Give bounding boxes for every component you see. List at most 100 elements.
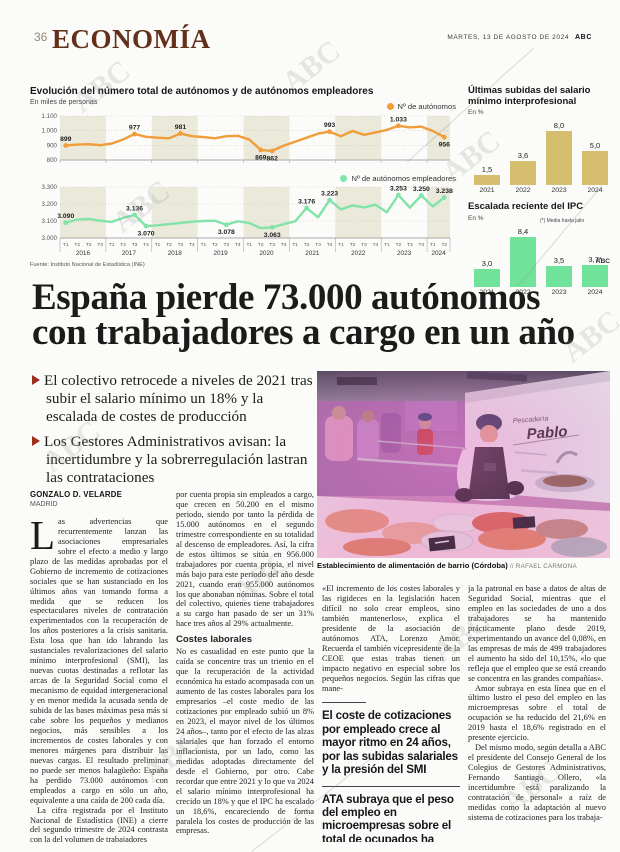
data-point	[269, 148, 275, 154]
data-point	[441, 134, 447, 140]
data-line	[64, 193, 446, 230]
data-point	[327, 197, 332, 203]
data-point	[304, 205, 310, 211]
year-band	[243, 187, 290, 238]
bar-group: 8,4 2022	[510, 227, 536, 296]
quarter-tick-label: T3	[361, 242, 367, 248]
quarter-tick-label: T3	[224, 242, 230, 248]
y-tick-label: 3.100	[42, 218, 58, 225]
brand-logo: ABC	[575, 34, 592, 41]
data-label: 3.223	[321, 191, 338, 198]
quarter-tick-label: T4	[281, 242, 287, 248]
article-paragraph: ja la patronal en base a datos de altas …	[468, 584, 606, 683]
bar-year-label: 2021	[479, 289, 495, 296]
article-paragraph: «El incremento de los costes laborales y…	[322, 584, 460, 693]
data-point	[132, 131, 137, 137]
year-label: 2017	[122, 250, 137, 257]
bar-year-label: 2023	[551, 289, 567, 296]
data-point	[418, 193, 424, 198]
section-title: ECONOMÍA	[52, 24, 211, 54]
quarter-tick-label: T4	[97, 242, 103, 248]
data-label: 993	[324, 122, 336, 129]
bar-year-label: 2022	[515, 187, 531, 194]
chart-empleadores: 3.300 3.200 3.100 3.000 3.090 3.136 3.070 3.078…	[42, 184, 453, 257]
bar-value-label: 8,0	[553, 121, 565, 130]
ipc-chart-title: Escalada reciente del IPC	[468, 201, 584, 212]
chart-source: Fuente: Instituto Nacional de Estadístic…	[30, 262, 145, 268]
bar-value-label: 3,0	[481, 259, 493, 269]
byline-author: GONZALO D. VELARDE	[30, 490, 122, 499]
drop-cap: L	[30, 511, 56, 558]
fish-market-photo: Pescadería Pablo	[317, 371, 610, 558]
data-label: 1.033	[390, 116, 407, 123]
year-band	[335, 187, 382, 238]
quarter-tick-label: T1	[155, 242, 161, 248]
legend-empleadores-label: Nº de autónomos empleadores	[351, 174, 456, 183]
quarter-tick-label: T4	[143, 242, 149, 248]
bar	[582, 151, 608, 185]
bar-value-label: 3,5	[553, 256, 565, 266]
data-label: 956	[439, 142, 451, 149]
quarter-tick-label: T3	[132, 242, 138, 248]
quarter-tick-label: T4	[189, 242, 195, 248]
data-point	[395, 123, 401, 129]
quarter-tick-label: T3	[407, 242, 413, 248]
quarter-tick-label: T1	[384, 242, 390, 248]
legend-autonomos: Nº de autónomos	[386, 102, 457, 111]
headline: España pierde 73.000 autónomos con traba…	[32, 279, 610, 353]
bar-value-label: 3,7*	[588, 254, 602, 264]
bar-value-label: 1,5	[481, 164, 493, 174]
bar-year-label: 2022	[515, 289, 531, 296]
quarter-tick-label: T1	[292, 242, 298, 248]
data-label: 3.253	[390, 185, 407, 192]
year-label: 2018	[168, 250, 183, 257]
photo-caption: Establecimiento de alimentación de barri…	[317, 561, 610, 570]
legend-autonomos-label: Nº de autónomos	[397, 102, 457, 111]
data-label: 977	[129, 125, 141, 132]
data-label: 3.176	[298, 199, 315, 206]
y-tick-label: 1.000	[42, 128, 58, 135]
legend-dot-orange-icon	[386, 103, 394, 110]
ipc-bars: 3,0 2021 8,4 2022 3,5 2023 3,7* 2024	[468, 226, 608, 296]
bar	[474, 174, 500, 185]
year-label: 2019	[213, 250, 228, 257]
headline-line-2: con trabajadores a cargo en un año	[32, 312, 575, 353]
quarter-tick-label: T2	[441, 242, 447, 248]
bar	[546, 266, 572, 287]
bar	[582, 264, 608, 287]
data-point	[63, 220, 69, 226]
smi-chart-title: Últimas subidas del salario mínimo inter…	[468, 85, 591, 107]
quarter-tick-label: T1	[109, 242, 115, 248]
article-column-3: «El incremento de los costes laborales y…	[322, 584, 460, 842]
bullet-arrow-icon	[32, 436, 40, 446]
line-chart-subtitle: En miles de personas	[30, 99, 98, 106]
bar-year-label: 2023	[551, 187, 567, 194]
quarter-tick-label: T2	[350, 242, 356, 248]
data-point	[395, 192, 401, 198]
year-band	[151, 187, 198, 238]
year-label: 2016	[76, 250, 91, 257]
year-band	[60, 187, 106, 238]
y-tick-label: 3.300	[42, 184, 58, 191]
quarter-tick-label: T3	[86, 242, 92, 248]
divider-rule	[322, 702, 366, 704]
date-text: MARTES, 13 DE AGOSTO DE 2024	[447, 34, 570, 41]
article-subhead: Costes laborales	[176, 634, 253, 646]
quarter-tick-label: T3	[178, 242, 184, 248]
photo-caption-text: Establecimiento de alimentación de barri…	[317, 561, 508, 570]
smi-chart-unit: En %	[468, 109, 484, 116]
data-label: 3.078	[218, 229, 235, 236]
year-label: 2024	[431, 250, 446, 257]
bar	[510, 237, 536, 287]
summary-bullets: El colectivo retrocede a niveles de 2021…	[32, 372, 318, 494]
line-chart-title: Evolución del número total de autónomos …	[30, 86, 374, 97]
year-band	[60, 116, 106, 160]
legend-empleadores: Nº de autónomos empleadores	[340, 174, 456, 183]
quarter-tick-label: T3	[269, 242, 275, 248]
y-tick-label: 900	[47, 142, 58, 149]
bar-year-label: 2024	[587, 187, 603, 194]
y-tick-label: 1.100	[42, 113, 58, 120]
bar-group: 8,0 2023	[546, 121, 572, 194]
bar-year-label: 2024	[587, 289, 603, 296]
